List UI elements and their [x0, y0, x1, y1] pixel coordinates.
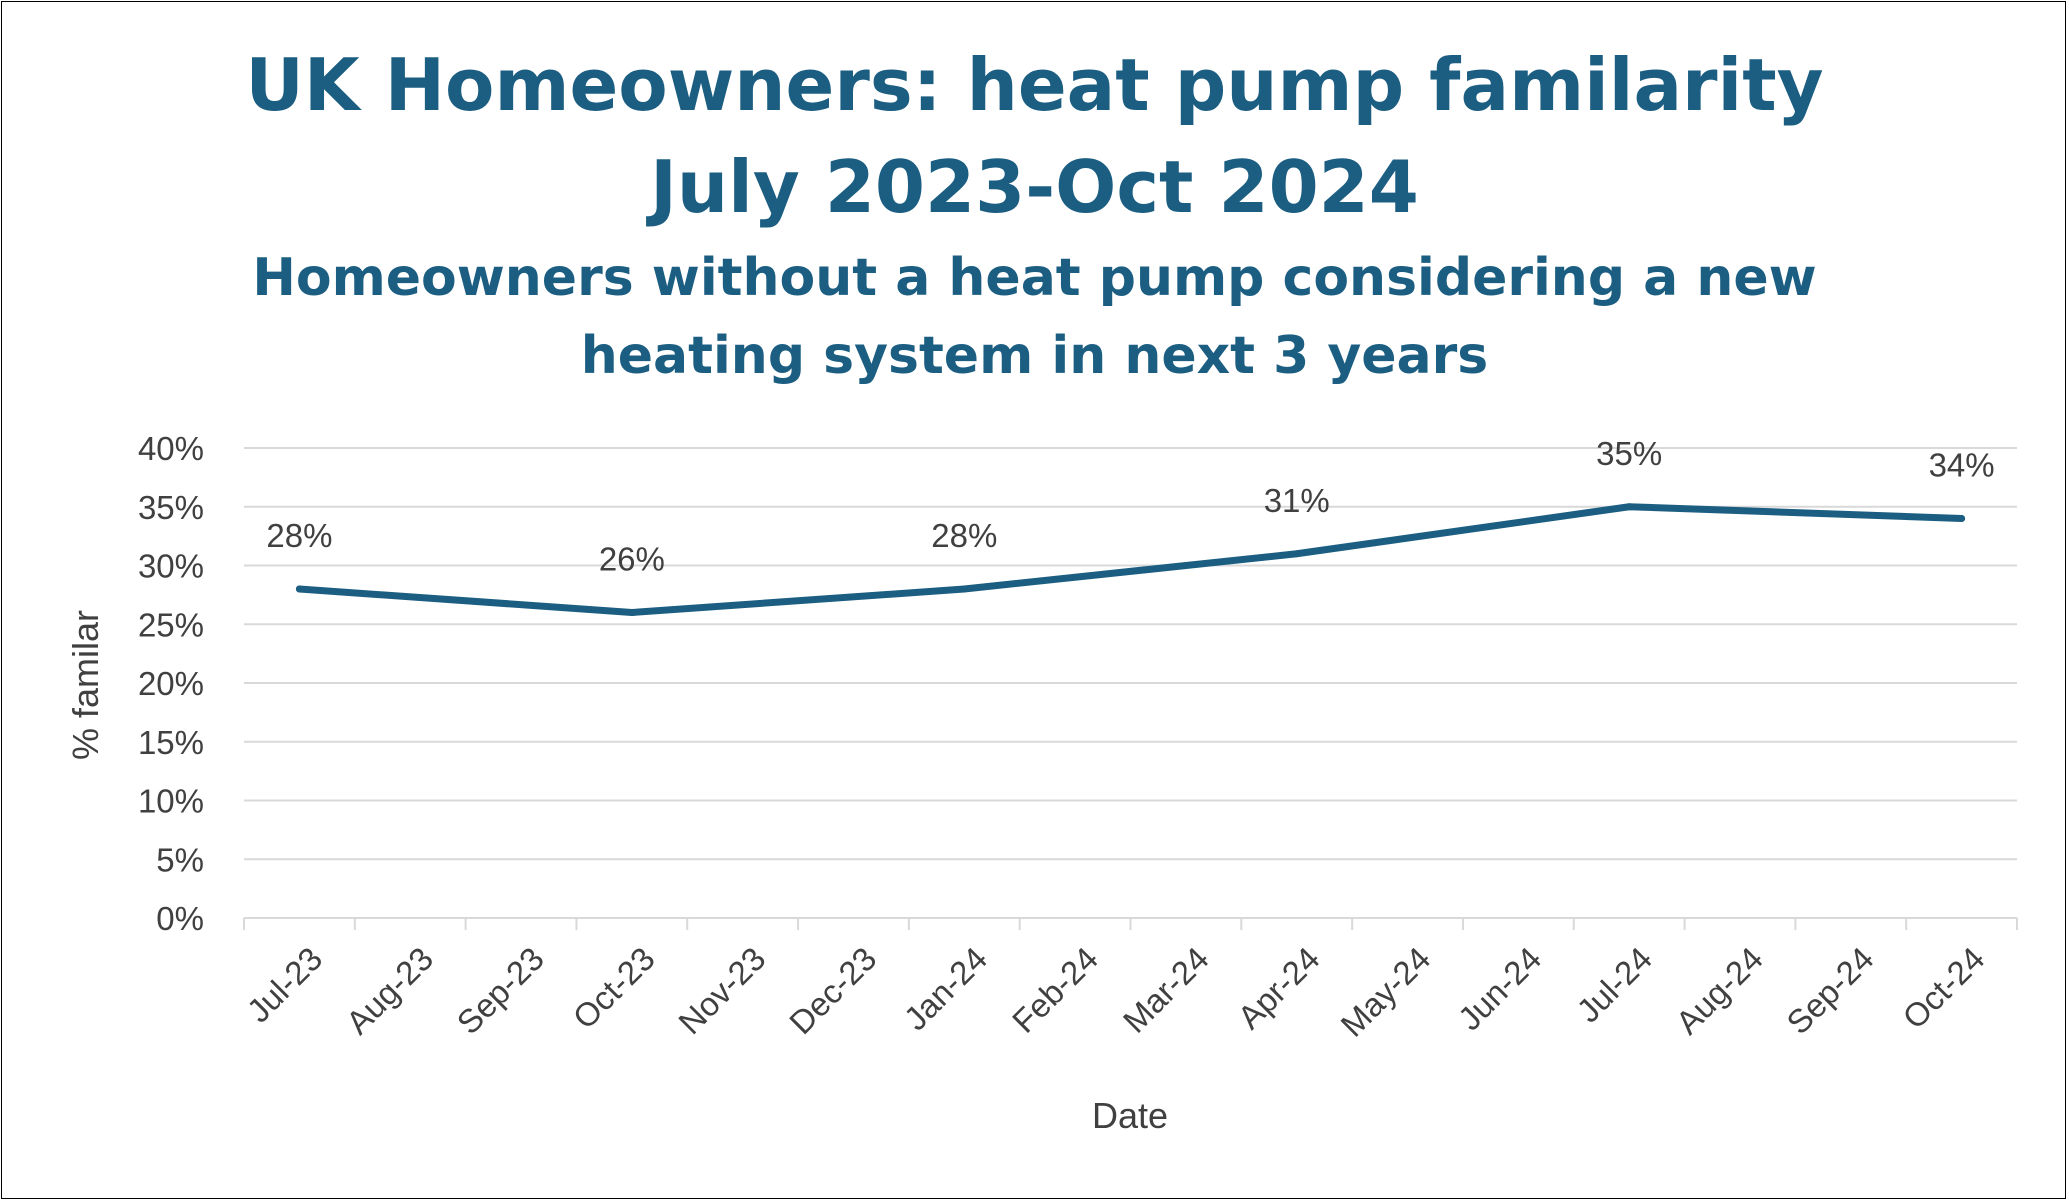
x-tick-label: Nov-23 — [671, 940, 772, 1041]
x-tick-label: Jul-23 — [240, 940, 330, 1030]
y-tick-label: 15% — [138, 724, 204, 761]
x-tick-label: Feb-24 — [1005, 940, 1105, 1040]
x-tick-label: Oct-24 — [1895, 940, 1991, 1036]
x-tick-label: Sep-23 — [450, 940, 551, 1041]
data-point — [1625, 503, 1633, 511]
data-point — [1293, 550, 1301, 558]
y-tick-label: 0% — [156, 900, 204, 937]
x-tick-label: Dec-23 — [782, 940, 883, 1041]
x-axis-ticks: Jul-23 Aug-23 Sep-23 Oct-23 Nov-23 Dec-23 Jan-… — [240, 940, 1992, 1044]
x-axis — [243, 917, 2018, 930]
y-tick-label: 30% — [138, 548, 204, 585]
y-axis-label: % familar — [65, 610, 106, 760]
data-label: 26% — [599, 541, 665, 578]
data-label: 28% — [266, 517, 332, 554]
y-tick-label: 40% — [138, 430, 204, 467]
data-label: 28% — [931, 517, 997, 554]
chart-subtitle-line-1: Homeowners without a heat pump consideri… — [252, 248, 1817, 308]
data-label: 31% — [1264, 482, 1330, 519]
data-point — [1958, 515, 1966, 522]
y-tick-label: 10% — [138, 783, 204, 820]
x-tick-label: Aug-23 — [339, 940, 440, 1041]
x-tick-label: Apr-24 — [1230, 940, 1326, 1036]
y-tick-label: 20% — [138, 665, 204, 702]
y-tick-label: 35% — [138, 489, 204, 526]
data-label: 34% — [1929, 447, 1995, 484]
y-tick-label: 25% — [138, 606, 204, 643]
chart-subtitle-line-2: heating system in next 3 years — [580, 326, 1489, 386]
data-point — [628, 609, 636, 616]
y-axis-ticks: 0% 5% 10% 15% 20% 25% 30% 35% 40% — [138, 430, 204, 937]
data-labels: 28% 26% 28% 31% 35% 34% — [266, 435, 1994, 578]
chart-title-line-2: July 2023-Oct 2024 — [650, 145, 1419, 229]
chart-title-line-1: UK Homeowners: heat pump familarity — [245, 43, 1824, 127]
x-tick-label: Jul-24 — [1569, 940, 1659, 1030]
x-tick-label: Mar-24 — [1116, 940, 1216, 1040]
data-point — [295, 585, 303, 593]
x-axis-label: Date — [1092, 1095, 1168, 1136]
x-tick-label: May-24 — [1333, 940, 1437, 1044]
x-tick-label: Aug-24 — [1668, 940, 1769, 1041]
data-point — [960, 585, 968, 593]
x-tick-label: Jun-24 — [1451, 940, 1549, 1038]
y-tick-label: 5% — [156, 841, 204, 878]
series-line — [295, 503, 1966, 616]
x-tick-label: Sep-24 — [1779, 940, 1880, 1041]
series — [295, 503, 1966, 616]
x-tick-label: Oct-23 — [566, 940, 662, 1036]
x-tick-label: Jan-24 — [897, 940, 995, 1038]
data-label: 35% — [1596, 435, 1662, 472]
